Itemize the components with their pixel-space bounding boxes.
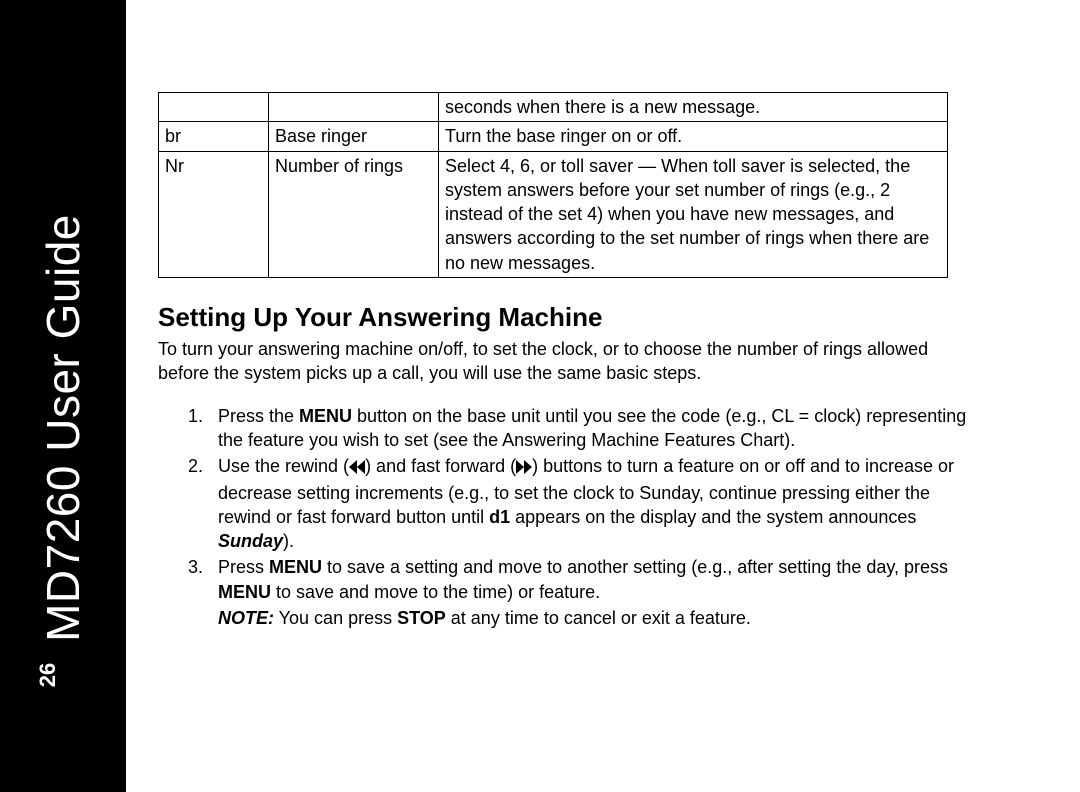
step-bold: MENU [299, 406, 352, 426]
features-table: seconds when there is a new message. br … [158, 92, 948, 278]
step-bold-italic: Sunday [218, 531, 283, 551]
cell-name: Base ringer [269, 122, 439, 151]
step-text: ). [283, 531, 294, 551]
note-line: NOTE: You can press STOP at any time to … [218, 606, 958, 630]
cell-code: br [159, 122, 269, 151]
step-text: to save and move to the time) or feature… [271, 582, 600, 602]
step-text: Press the [218, 406, 299, 426]
note-text: You can press [274, 608, 397, 628]
step-text: Use the rewind ( [218, 456, 349, 476]
step-bold: MENU [269, 557, 322, 577]
list-item: Use the rewind () and fast forward () bu… [208, 454, 968, 553]
step-text: to save a setting and move to another se… [322, 557, 948, 577]
rewind-icon [349, 456, 365, 480]
note-bold: STOP [397, 608, 446, 628]
cell-code [159, 93, 269, 122]
step-bold: MENU [218, 582, 271, 602]
note-label: NOTE: [218, 608, 274, 628]
table-row: seconds when there is a new message. [159, 93, 948, 122]
section-heading: Setting Up Your Answering Machine [158, 302, 958, 333]
cell-name [269, 93, 439, 122]
step-bold: d1 [489, 507, 510, 527]
cell-desc: seconds when there is a new message. [439, 93, 948, 122]
steps-list: Press the MENU button on the base unit u… [208, 404, 968, 604]
intro-paragraph: To turn your answering machine on/off, t… [158, 337, 948, 386]
step-text: appears on the display and the system an… [510, 507, 916, 527]
page-content: seconds when there is a new message. br … [158, 92, 958, 630]
step-text: Press [218, 557, 269, 577]
cell-code: Nr [159, 151, 269, 277]
list-item: Press the MENU button on the base unit u… [208, 404, 968, 453]
list-item: Press MENU to save a setting and move to… [208, 555, 968, 604]
cell-name: Number of rings [269, 151, 439, 277]
cell-desc: Select 4, 6, or toll saver — When toll s… [439, 151, 948, 277]
page-number: 26 [35, 663, 61, 687]
sidebar: MD7260 User Guide 26 [0, 0, 126, 792]
table-row: br Base ringer Turn the base ringer on o… [159, 122, 948, 151]
table-row: Nr Number of rings Select 4, 6, or toll … [159, 151, 948, 277]
step-text: ) and fast forward ( [365, 456, 516, 476]
fast-forward-icon [516, 456, 532, 480]
note-text: at any time to cancel or exit a feature. [446, 608, 751, 628]
guide-title: MD7260 User Guide [36, 214, 90, 642]
cell-desc: Turn the base ringer on or off. [439, 122, 948, 151]
